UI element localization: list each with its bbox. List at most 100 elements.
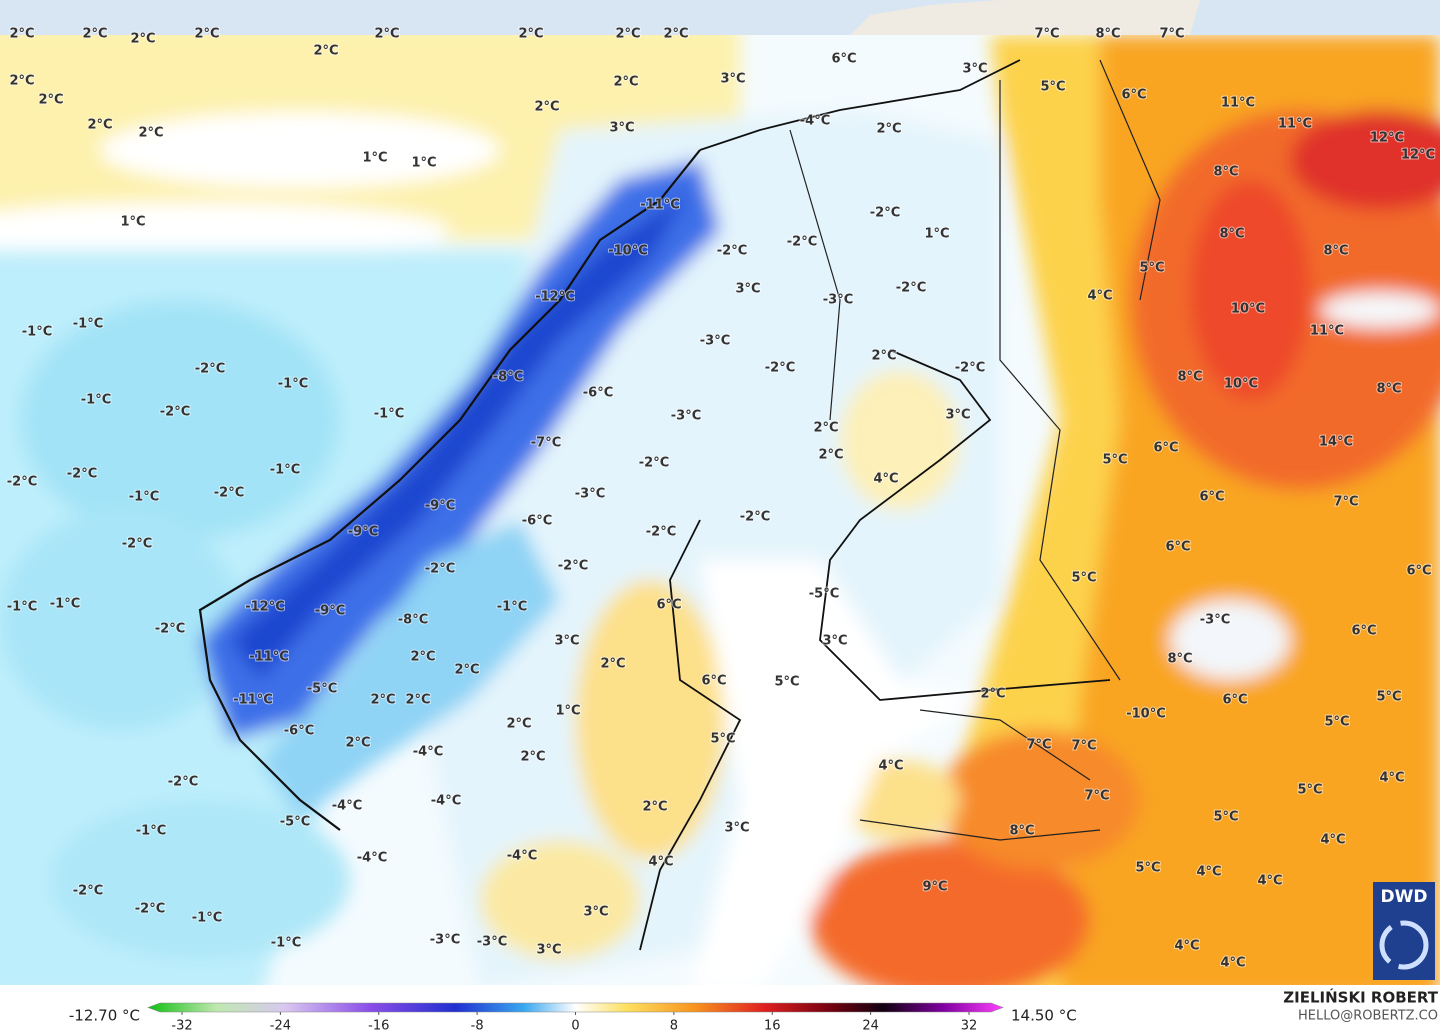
temperature-label: 5°C (1324, 715, 1349, 730)
temperature-label: 10°C (1231, 302, 1265, 317)
colorbar (147, 1002, 1004, 1013)
temperature-label: 2°C (980, 687, 1005, 702)
temperature-label: -2°C (214, 486, 244, 501)
temperature-label: 4°C (1196, 865, 1221, 880)
temperature-label: -2°C (135, 902, 165, 917)
temperature-label: 7°C (1034, 27, 1059, 42)
temperature-label: -3°C (700, 334, 730, 349)
temperature-label: 5°C (1139, 261, 1164, 276)
colorbar-tick-label: 32 (961, 1019, 978, 1034)
temperature-label: 2°C (506, 717, 531, 732)
temperature-label: 2°C (663, 27, 688, 42)
temperature-label: 8°C (1376, 382, 1401, 397)
temperature-label: 6°C (1153, 441, 1178, 456)
temperature-label: -1°C (81, 393, 111, 408)
temperature-label: -1°C (278, 377, 308, 392)
temperature-label: 4°C (1174, 939, 1199, 954)
temperature-label: 7°C (1159, 27, 1184, 42)
logo-text: DWD (1381, 887, 1428, 907)
temperature-label: 3°C (945, 408, 970, 423)
temperature-label: 2°C (520, 750, 545, 765)
temperature-label: -10°C (608, 244, 648, 259)
temperature-label: -2°C (558, 559, 588, 574)
temperature-label: -2°C (67, 467, 97, 482)
temperature-label: 2°C (642, 800, 667, 815)
temperature-label: 6°C (1165, 540, 1190, 555)
temperature-label: 4°C (878, 759, 903, 774)
temperature-label: 6°C (1406, 564, 1431, 579)
temperature-label: -8°C (493, 370, 523, 385)
temperature-label: 6°C (701, 674, 726, 689)
temperature-label: 5°C (1040, 80, 1065, 95)
temperature-label: 2°C (818, 448, 843, 463)
temperature-label: -6°C (284, 724, 314, 739)
temperature-label: 3°C (609, 121, 634, 136)
temperature-label: 2°C (613, 75, 638, 90)
temperature-label: 8°C (1009, 824, 1034, 839)
temperature-label: 6°C (831, 52, 856, 67)
temperature-label: 12°C (1370, 131, 1404, 146)
temperature-label: 2°C (87, 118, 112, 133)
colorbar-tick-label: -8 (471, 1019, 484, 1034)
colorbar-tick-label: -24 (270, 1019, 291, 1034)
temperature-label: -1°C (7, 600, 37, 615)
temperature-label: 3°C (724, 821, 749, 836)
temperature-label: -2°C (717, 244, 747, 259)
temperature-label: -1°C (192, 911, 222, 926)
sky-band (0, 0, 1440, 35)
temperature-label: -4°C (413, 745, 443, 760)
temperature-label: 7°C (1071, 739, 1096, 754)
temperature-label: 2°C (615, 27, 640, 42)
temperature-label: 2°C (518, 27, 543, 42)
temperature-label: 1°C (362, 151, 387, 166)
temperature-label: 7°C (1084, 789, 1109, 804)
temperature-label: 4°C (1087, 289, 1112, 304)
colorbar-tick-label: 0 (571, 1019, 579, 1034)
temperature-label: -4°C (507, 849, 537, 864)
logo-swirl (1379, 920, 1429, 970)
temperature-label: -2°C (155, 622, 185, 637)
temperature-label: 5°C (710, 732, 735, 747)
temperature-label: -4°C (332, 799, 362, 814)
temperature-label: 4°C (1220, 956, 1245, 971)
temperature-label: 11°C (1310, 324, 1344, 339)
temperature-label: 6°C (1121, 88, 1146, 103)
temperature-label: 2°C (813, 421, 838, 436)
temperature-label: 7°C (1333, 495, 1358, 510)
temperature-label: -9°C (315, 604, 345, 619)
temperature-label: 7°C (1026, 738, 1051, 753)
field-shapes (0, 35, 1440, 985)
temperature-label: 6°C (656, 598, 681, 613)
coastline (198, 149, 701, 831)
temperature-label: -1°C (50, 597, 80, 612)
temperature-label: -2°C (639, 456, 669, 471)
coastline (639, 59, 1111, 951)
temperature-label: -1°C (497, 600, 527, 615)
temperature-label: 2°C (313, 44, 338, 59)
temperature-label: -8°C (398, 613, 428, 628)
temperature-label: 1°C (924, 227, 949, 242)
temperature-label: -11°C (249, 650, 289, 665)
temperature-label: 3°C (962, 62, 987, 77)
temperature-label: 6°C (1199, 490, 1224, 505)
temperature-label: -2°C (122, 537, 152, 552)
temperature-label: -2°C (765, 361, 795, 376)
colorbar-max: 14.50 °C (1011, 1007, 1077, 1025)
temperature-label: -3°C (671, 409, 701, 424)
temperature-label: 2°C (9, 74, 34, 89)
colorbar-tick-label: 24 (862, 1019, 879, 1034)
temperature-label: 6°C (1351, 624, 1376, 639)
temperature-label: 4°C (873, 472, 898, 487)
temperature-label: -4°C (357, 851, 387, 866)
colorbar-tick-label: -32 (171, 1019, 192, 1034)
colorbar-tick-label: 8 (670, 1019, 678, 1034)
temperature-label: 2°C (410, 650, 435, 665)
temperature-label: 2°C (600, 657, 625, 672)
temperature-label: -4°C (431, 794, 461, 809)
temperature-label: -5°C (280, 815, 310, 830)
temperature-label: -2°C (740, 510, 770, 525)
temperature-label: 2°C (405, 693, 430, 708)
temperature-label: 12°C (1401, 148, 1435, 163)
temperature-label: 5°C (1213, 810, 1238, 825)
